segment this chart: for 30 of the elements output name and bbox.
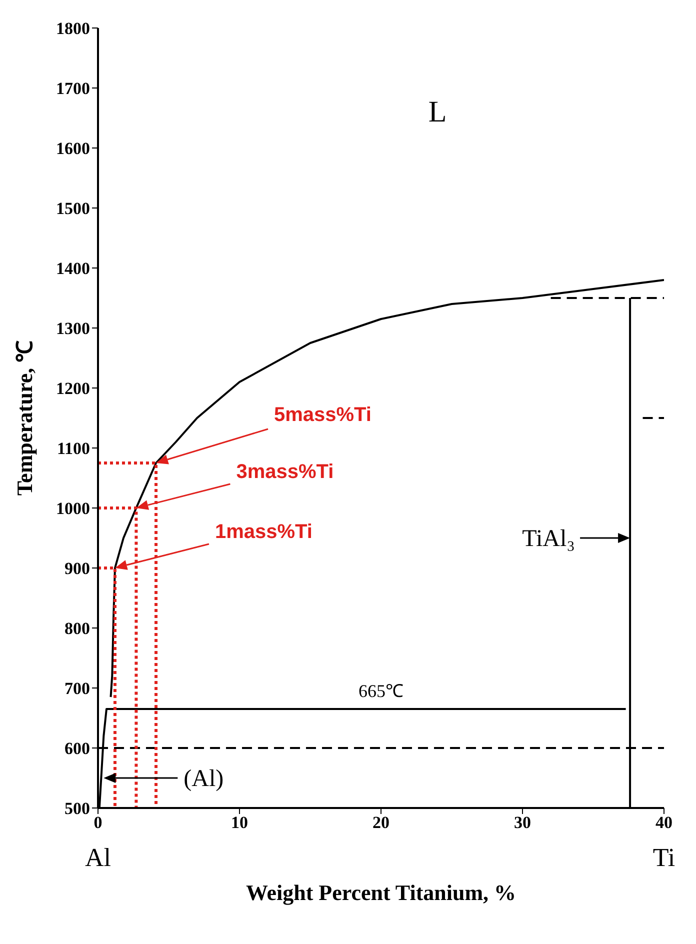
y-tick-label: 1800 [56, 19, 90, 38]
y-tick-label: 500 [64, 799, 90, 818]
y-tick-label: 1500 [56, 199, 90, 218]
annotation: L [428, 96, 447, 129]
y-tick-label: 600 [64, 739, 90, 758]
x-axis-title: Weight Percent Titanium, % [246, 880, 516, 905]
y-tick-label: 1400 [56, 259, 90, 278]
y-tick-label: 1600 [56, 139, 90, 158]
x-tick-label: 0 [94, 813, 102, 832]
annotation: 3mass%Ti [236, 461, 334, 484]
y-tick-label: 1200 [56, 379, 90, 398]
y-tick-label: 1300 [56, 319, 90, 338]
x-tick-label: 20 [372, 813, 390, 832]
y-tick-label: 900 [64, 559, 90, 578]
y-tick-label: 1700 [56, 79, 90, 98]
text: Al [85, 843, 111, 872]
y-tick-label: 700 [64, 679, 90, 698]
x-tick-label: 30 [514, 813, 531, 832]
y-axis-title: Temperature, ℃ [12, 340, 37, 496]
annotation: 5mass%Ti [274, 404, 372, 426]
x-tick-label: 40 [656, 813, 672, 832]
annotation: 665℃ [358, 681, 404, 701]
y-tick-label: 1100 [56, 439, 90, 458]
text: Ti [652, 843, 676, 872]
y-tick-label: 800 [64, 619, 90, 638]
annotation: 1mass%Ti [214, 520, 312, 543]
x-tick-label: 10 [231, 813, 248, 832]
annotation: (Al) [184, 766, 224, 792]
y-tick-label: 1000 [56, 499, 90, 518]
annotation: TiAl₃ [522, 526, 576, 552]
